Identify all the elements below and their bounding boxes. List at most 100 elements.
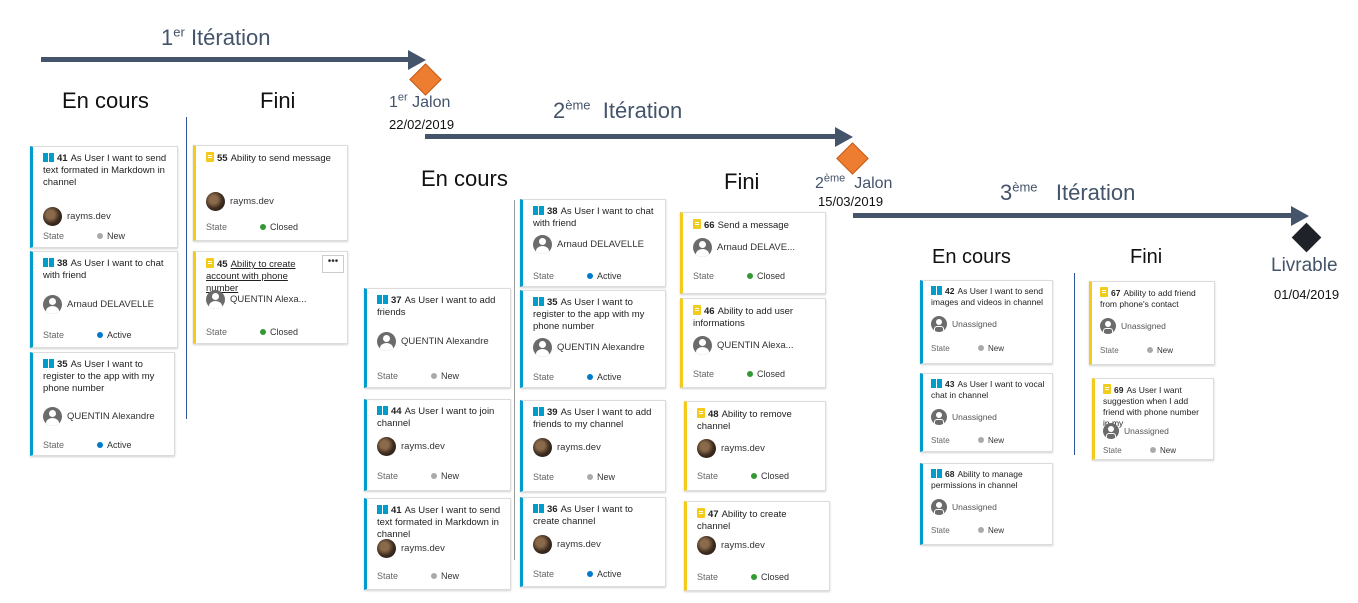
avatar — [697, 439, 716, 458]
card-assignee[interactable]: QUENTIN Alexa... — [693, 336, 794, 355]
work-item-card-42[interactable]: 42 As User I want to send images and vide… — [920, 280, 1053, 364]
work-item-card-35[interactable]: 35 As User I want to register to the app … — [520, 290, 666, 388]
work-item-card-47[interactable]: 47 Ability to create channel rayms.dev Stat… — [684, 501, 830, 591]
work-item-card-43[interactable]: 43 As User I want to vocal chat in channe… — [920, 373, 1053, 452]
card-assignee[interactable]: QUENTIN Alexandre — [533, 338, 645, 357]
work-item-card-38[interactable]: 38 As User I want to chat with friend Arna… — [520, 199, 666, 287]
card-title-text: As User I want to create channel — [533, 504, 633, 527]
state-value[interactable]: Closed — [751, 470, 789, 482]
unassigned-avatar-icon — [931, 409, 947, 425]
state-text: Closed — [757, 271, 786, 281]
card-assignee[interactable]: QUENTIN Alexandre — [377, 332, 489, 351]
more-options-button[interactable]: ••• — [322, 255, 344, 273]
work-item-card-68[interactable]: 68 Ability to manage permissions in chann… — [920, 463, 1053, 545]
state-value[interactable]: New — [978, 343, 1004, 354]
card-assignee[interactable]: Unassigned — [931, 316, 997, 332]
state-text: Closed — [761, 471, 790, 481]
work-item-card-38[interactable]: 38 As User I want to chat with friend Arna… — [30, 251, 178, 348]
card-assignee[interactable]: Unassigned — [931, 499, 997, 515]
state-dot-icon — [978, 527, 984, 533]
state-text: New — [597, 472, 616, 482]
card-title-text: As User I want to send images and videos… — [931, 286, 1043, 307]
person-icon — [693, 336, 712, 355]
state-value[interactable]: Active — [587, 270, 622, 282]
person-icon — [533, 235, 552, 254]
card-assignee[interactable]: rayms.dev — [697, 439, 765, 458]
iteration-1-separator — [186, 117, 187, 419]
work-item-card-39[interactable]: 39 As User I want to add friends to my ch… — [520, 400, 666, 492]
card-title: 42 As User I want to send images and vide… — [931, 286, 1046, 308]
state-text: New — [988, 344, 1005, 353]
state-value[interactable]: Active — [587, 371, 622, 383]
card-title: 67 Ability to add friend from phone's con… — [1100, 287, 1208, 310]
state-value[interactable]: New — [431, 370, 459, 382]
work-item-card-66[interactable]: 66 Send a message Arnaud DELAVE... State Clo… — [680, 212, 826, 294]
card-assignee[interactable]: rayms.dev — [377, 539, 445, 558]
work-item-card-44[interactable]: 44 As User I want to join channel rayms.de… — [364, 399, 511, 491]
card-assignee[interactable]: Unassigned — [931, 409, 997, 425]
card-assignee[interactable]: rayms.dev — [533, 535, 601, 554]
iteration-3-done-title: Fini — [1130, 246, 1163, 268]
work-item-card-35[interactable]: 35 As User I want to register to the app … — [30, 352, 175, 456]
work-item-card-46[interactable]: 46 Ability to add user informations QUENTI… — [680, 298, 826, 388]
state-value[interactable]: Active — [97, 439, 132, 451]
card-title: 43 As User I want to vocal chat in channe… — [931, 379, 1046, 401]
card-assignee[interactable]: Arnaud DELAVE... — [693, 238, 795, 257]
state-label: State — [533, 569, 555, 579]
state-value[interactable]: New — [587, 471, 615, 483]
deliverable-label: Livrable — [1271, 255, 1338, 276]
work-item-card-37[interactable]: 37 As User I want to add friends QUENTIN A… — [364, 288, 511, 388]
state-label: State — [697, 471, 719, 481]
card-assignee[interactable]: Arnaud DELAVELLE — [533, 235, 644, 254]
state-value[interactable]: New — [431, 470, 459, 482]
state-value[interactable]: Closed — [751, 571, 789, 583]
state-value[interactable]: Closed — [747, 368, 785, 380]
work-item-card-41[interactable]: 41 As User I want to send text formated i… — [364, 498, 511, 590]
card-title-text[interactable]: Ability to create account with phone num… — [206, 259, 296, 294]
state-value[interactable]: New — [978, 435, 1004, 446]
card-assignee[interactable]: rayms.dev — [377, 437, 445, 456]
state-text: New — [988, 436, 1005, 445]
work-item-card-45[interactable]: 45 Ability to create account with phone n… — [193, 251, 348, 344]
person-icon — [43, 295, 62, 314]
assignee-name: rayms.dev — [67, 210, 111, 222]
state-value[interactable]: New — [1150, 445, 1176, 456]
card-assignee[interactable]: rayms.dev — [206, 192, 274, 211]
card-assignee[interactable]: QUENTIN Alexandre — [43, 407, 155, 426]
state-value[interactable]: Active — [587, 568, 622, 580]
state-value[interactable]: Closed — [260, 326, 298, 338]
task-icon — [1103, 384, 1111, 394]
assignee-name: Arnaud DELAVELLE — [557, 238, 644, 250]
state-dot-icon — [260, 329, 266, 335]
state-value[interactable]: Active — [97, 329, 132, 341]
assignee-name: rayms.dev — [230, 195, 274, 207]
state-value[interactable]: Closed — [260, 221, 298, 233]
card-assignee[interactable]: Unassigned — [1103, 423, 1169, 439]
assignee-name: rayms.dev — [721, 539, 765, 551]
assignee-name: Unassigned — [952, 318, 997, 329]
work-item-card-69[interactable]: 69 As User I want suggestion when I add f… — [1092, 378, 1214, 460]
state-value[interactable]: New — [431, 570, 459, 582]
card-id: 46 — [704, 306, 715, 317]
card-assignee[interactable]: rayms.dev — [533, 438, 601, 457]
card-id: 38 — [547, 206, 558, 217]
person-icon — [693, 238, 712, 257]
card-id: 42 — [945, 286, 955, 296]
work-item-card-41[interactable]: 41 As User I want to send text formated i… — [30, 146, 178, 248]
state-label: State — [693, 369, 715, 379]
state-value[interactable]: Closed — [747, 270, 785, 282]
card-assignee[interactable]: rayms.dev — [697, 536, 765, 555]
card-assignee[interactable]: QUENTIN Alexa... — [206, 290, 307, 309]
state-value[interactable]: New — [978, 525, 1004, 536]
unassigned-avatar-icon — [931, 316, 947, 332]
card-assignee[interactable]: Arnaud DELAVELLE — [43, 295, 154, 314]
card-assignee[interactable]: Unassigned — [1100, 318, 1166, 334]
work-item-card-67[interactable]: 67 Ability to add friend from phone's con… — [1089, 281, 1215, 365]
task-icon — [206, 152, 214, 162]
work-item-card-55[interactable]: 55 Ability to send message rayms.dev State C… — [193, 145, 348, 241]
card-assignee[interactable]: rayms.dev — [43, 207, 111, 226]
work-item-card-36[interactable]: 36 As User I want to create channel rayms.… — [520, 497, 666, 587]
state-value[interactable]: New — [1147, 345, 1173, 356]
work-item-card-48[interactable]: 48 Ability to remove channel rayms.dev Stat… — [684, 401, 826, 491]
state-value[interactable]: New — [97, 230, 125, 242]
